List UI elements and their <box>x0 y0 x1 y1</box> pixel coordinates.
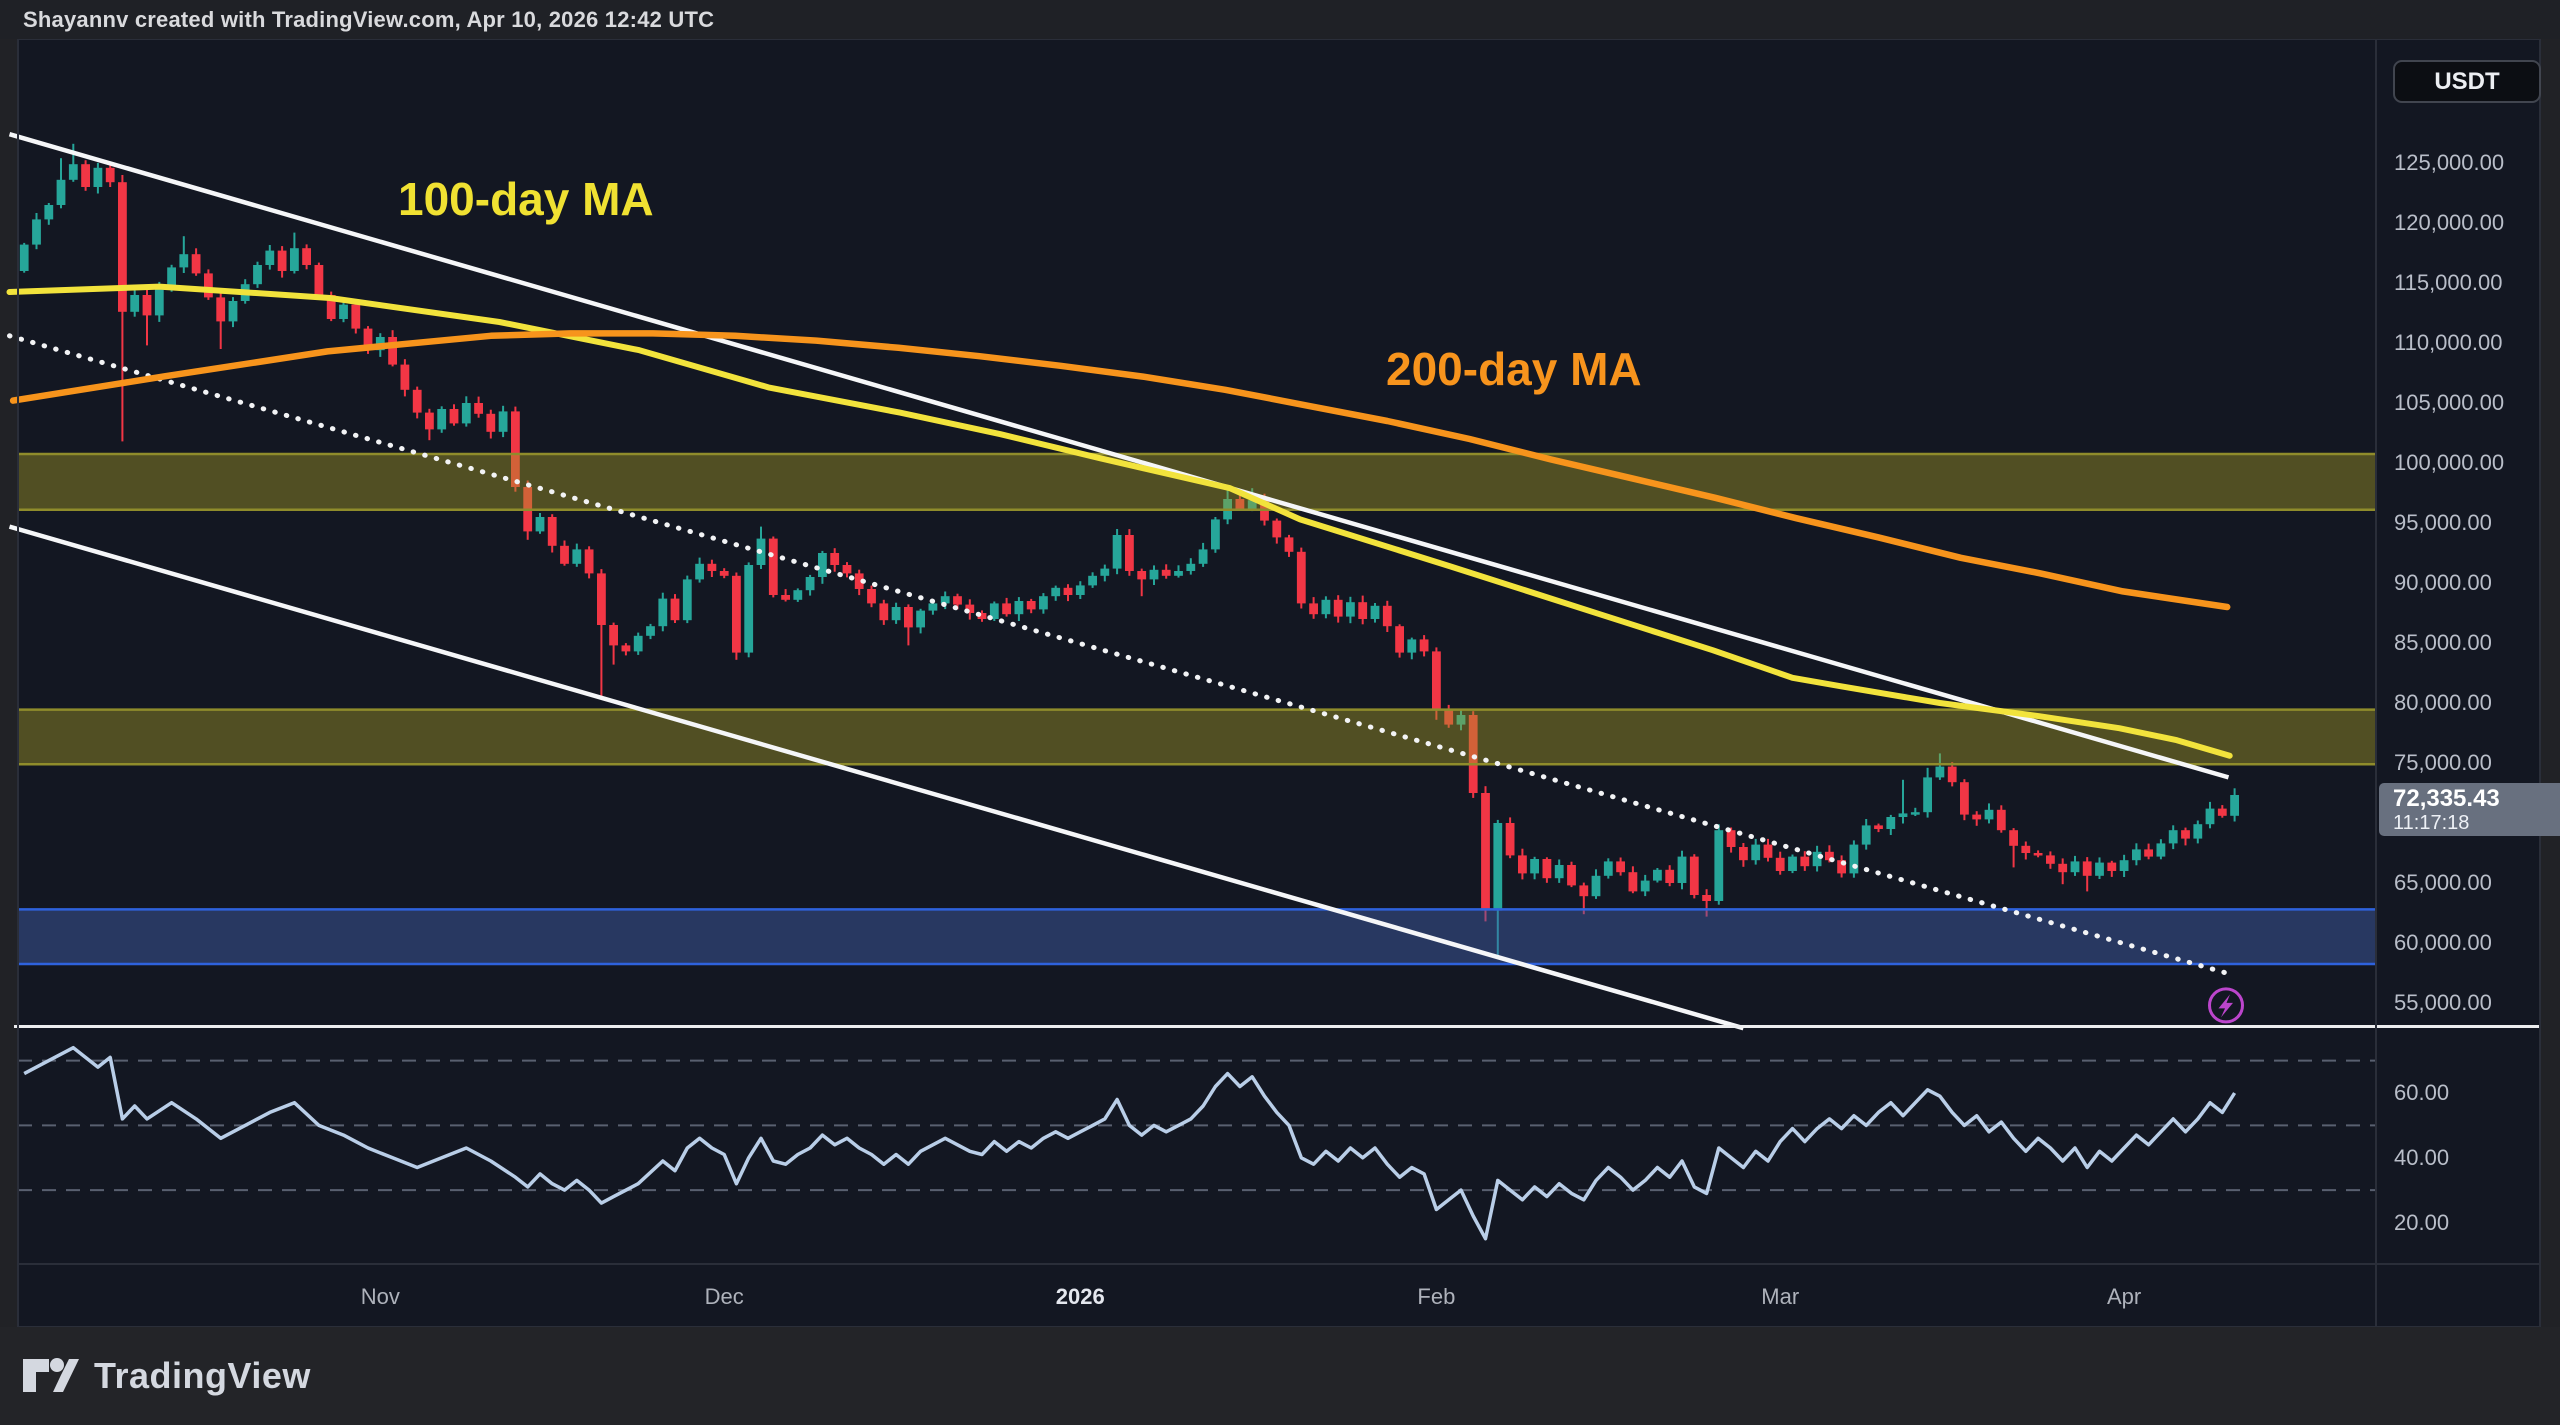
price-tick-115000: 115,000.00 <box>2394 270 2503 295</box>
tradingview-logo[interactable]: TradingView <box>22 1355 311 1397</box>
tradingview-logo-text: TradingView <box>94 1355 311 1396</box>
price-tick-75000: 75,000.00 <box>2394 750 2492 775</box>
last-price-value: 72,335.43 <box>2393 784 2500 812</box>
time-tick-Feb: Feb <box>1417 1284 1456 1309</box>
lower-channel-line[interactable] <box>8 524 1745 1031</box>
price-tick-95000: 95,000.00 <box>2394 510 2492 535</box>
rsi-tick-60: 60.00 <box>2394 1080 2450 1105</box>
symbol-badge: USDT <box>2393 60 2541 103</box>
flash-icon[interactable] <box>2208 987 2244 1024</box>
tradingview-logo-icon <box>23 1358 79 1392</box>
pane-background <box>18 39 2540 1327</box>
time-tick-Dec: Dec <box>704 1284 744 1309</box>
price-tick-80000: 80,000.00 <box>2394 690 2492 715</box>
price-tick-85000: 85,000.00 <box>2394 630 2492 655</box>
ma200-annotation: 200-day MA <box>1386 343 1642 395</box>
last-price-label: 72,335.43 11:17:18 <box>2379 783 2560 836</box>
price-tick-120000: 120,000.00 <box>2394 210 2505 235</box>
price-tick-90000: 90,000.00 <box>2394 570 2492 595</box>
ma100-annotation: 100-day MA <box>398 173 654 225</box>
price-tick-55000: 55,000.00 <box>2394 990 2492 1015</box>
time-tick-Nov: Nov <box>360 1284 400 1309</box>
price-tick-105000: 105,000.00 <box>2394 390 2505 415</box>
rsi-tick-20: 20.00 <box>2394 1209 2450 1235</box>
price-tick-110000: 110,000.00 <box>2394 330 2503 355</box>
price-tick-60000: 60,000.00 <box>2394 930 2492 955</box>
footer-bar: TradingView <box>0 1327 2560 1425</box>
ma200-line[interactable] <box>9 330 2231 611</box>
rsi-line <box>23 1045 2237 1241</box>
descending-dotted-line[interactable] <box>7 333 2238 978</box>
header-credit: Shayannv created with TradingView.com, A… <box>23 6 715 32</box>
header-bar: Shayannv created with TradingView.com, A… <box>0 0 2560 39</box>
upper-channel-line[interactable] <box>8 132 2230 780</box>
rsi-tick-40: 40.00 <box>2394 1144 2450 1170</box>
time-tick-2026: 2026 <box>1055 1284 1105 1309</box>
price-tick-65000: 65,000.00 <box>2394 870 2492 895</box>
rsi-pane <box>18 1045 2376 1241</box>
price-tick-100000: 100,000.00 <box>2394 450 2505 475</box>
price-tick-125000: 125,000.00 <box>2394 150 2505 175</box>
bar-countdown: 11:17:18 <box>2393 811 2470 834</box>
time-tick-Mar: Mar <box>1761 1284 1800 1309</box>
time-tick-Apr: Apr <box>2106 1284 2142 1309</box>
